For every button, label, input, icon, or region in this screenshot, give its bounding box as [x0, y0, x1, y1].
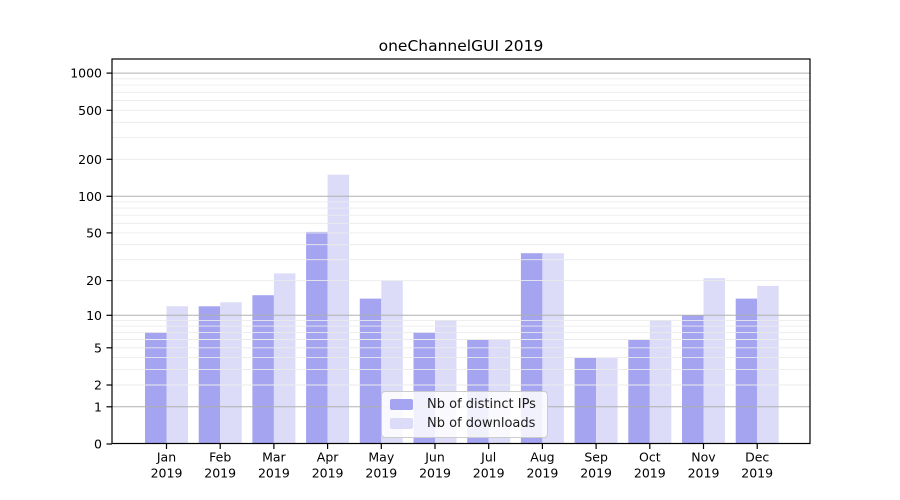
bar-downloads-oct [649, 320, 672, 444]
x-tick-label-oct: Oct 2019 [634, 450, 666, 481]
y-tick-label-50: 50 [86, 225, 102, 240]
chart-title: oneChannelGUI 2019 [378, 37, 544, 55]
x-tick-label-may: May 2019 [365, 450, 397, 481]
bar-downloads-apr [327, 174, 350, 444]
legend-row-downloads: Nb of downloads [390, 417, 536, 430]
x-tick-label-feb: Feb 2019 [204, 450, 236, 481]
y-tick-label-0: 0 [94, 437, 102, 452]
bar-downloads-dec [757, 285, 779, 444]
bar-downloads-feb [220, 302, 242, 444]
y-tick-label-100: 100 [78, 189, 102, 204]
bar-downloads-nov [703, 278, 725, 444]
legend-row-distinct-ips: Nb of distinct IPs [390, 398, 536, 411]
legend-swatch-downloads [390, 418, 413, 429]
bar-ips-jan [145, 332, 167, 444]
x-tick-label-jan: Jan 2019 [151, 450, 183, 481]
x-tick-label-jul: Jul 2019 [473, 450, 505, 481]
bar-downloads-sep [596, 357, 618, 444]
x-tick-label-dec: Dec 2019 [741, 450, 773, 481]
bar-ips-feb [198, 306, 221, 444]
y-tick-label-200: 200 [78, 152, 102, 167]
plot-border [111, 58, 811, 445]
y-tick-label-20: 20 [86, 273, 102, 288]
y-tick-label-2: 2 [94, 378, 102, 393]
bar-ips-oct [628, 339, 650, 444]
y-tick-label-10: 10 [86, 308, 102, 323]
bar-ips-apr [306, 231, 328, 444]
legend-swatch-distinct-ips [390, 399, 413, 410]
y-tick-label-1000: 1000 [70, 66, 102, 81]
legend: Nb of distinct IPs Nb of downloads [381, 391, 548, 438]
bar-downloads-mar [273, 273, 296, 444]
x-tick-label-sep: Sep 2019 [580, 450, 612, 481]
legend-label-downloads: Nb of downloads [427, 416, 536, 431]
x-tick-label-aug: Aug 2019 [526, 450, 558, 481]
bar-ips-nov [682, 315, 704, 444]
bar-ips-sep [574, 357, 597, 444]
y-tick-label-1: 1 [94, 399, 102, 414]
x-tick-label-jun: Jun 2019 [419, 450, 451, 481]
legend-label-distinct-ips: Nb of distinct IPs [427, 397, 536, 412]
x-tick-label-mar: Mar 2019 [258, 450, 290, 481]
x-tick-label-nov: Nov 2019 [688, 450, 720, 481]
y-tick-label-500: 500 [78, 103, 102, 118]
x-tick-label-apr: Apr 2019 [312, 450, 344, 481]
bar-downloads-jan [166, 306, 188, 444]
y-tick-label-5: 5 [94, 340, 102, 355]
